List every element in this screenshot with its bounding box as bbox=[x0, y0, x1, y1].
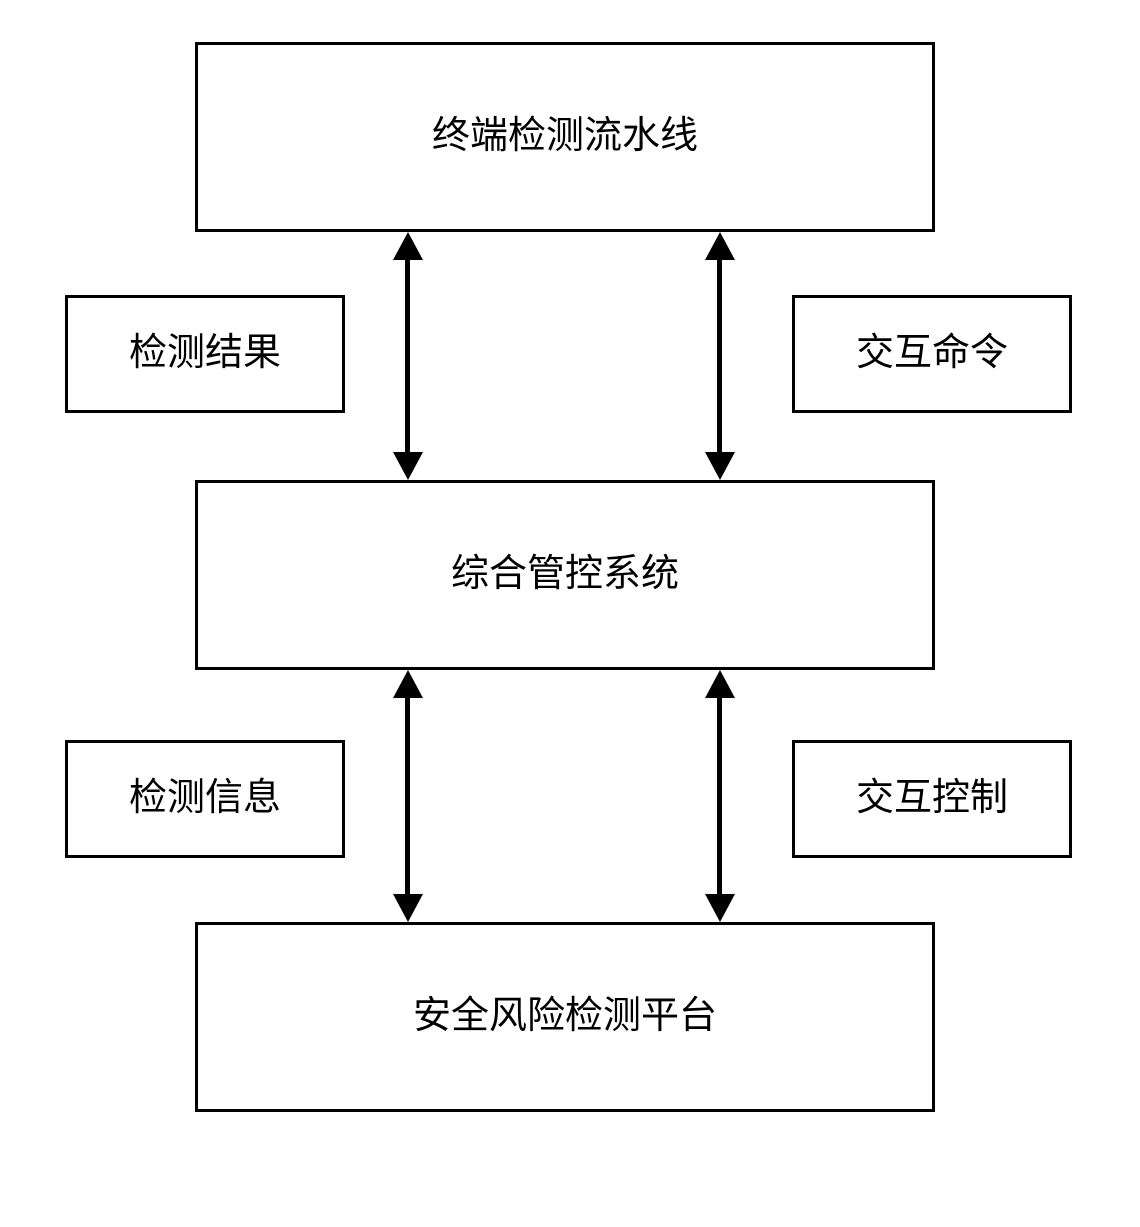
node-label: 检测信息 bbox=[129, 776, 281, 822]
node-label: 终端检测流水线 bbox=[432, 114, 698, 160]
node-interaction-control: 交互控制 bbox=[792, 740, 1072, 858]
node-security-risk-platform: 安全风险检测平台 bbox=[195, 922, 935, 1112]
node-detection-result: 检测结果 bbox=[65, 295, 345, 413]
node-label: 安全风险检测平台 bbox=[413, 994, 717, 1040]
node-label: 交互命令 bbox=[856, 331, 1008, 377]
node-interaction-command: 交互命令 bbox=[792, 295, 1072, 413]
node-label: 交互控制 bbox=[856, 776, 1008, 822]
node-terminal-detection-pipeline: 终端检测流水线 bbox=[195, 42, 935, 232]
node-label: 检测结果 bbox=[129, 331, 281, 377]
node-detection-info: 检测信息 bbox=[65, 740, 345, 858]
node-integrated-control-system: 综合管控系统 bbox=[195, 480, 935, 670]
node-label: 综合管控系统 bbox=[451, 552, 679, 598]
